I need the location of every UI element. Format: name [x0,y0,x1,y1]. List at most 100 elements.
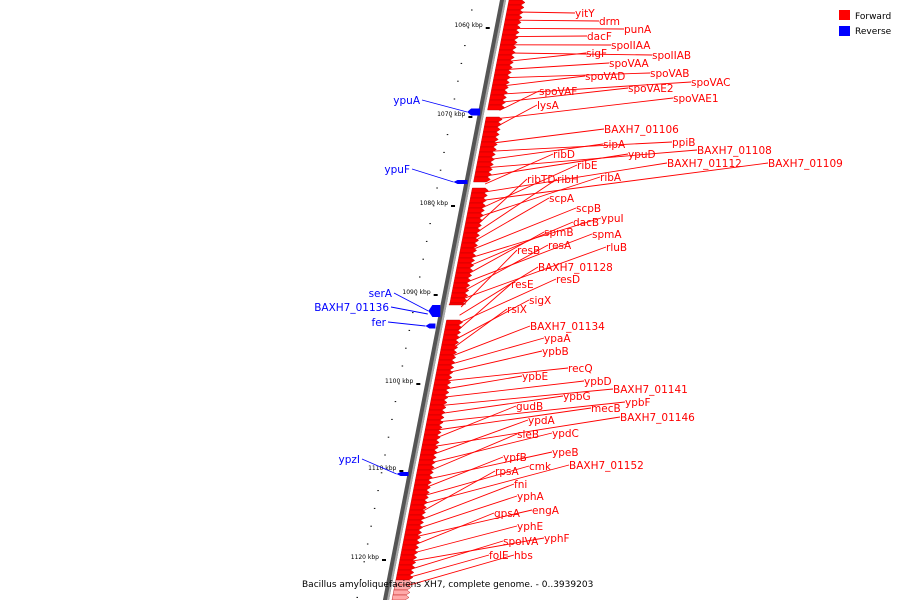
forward-gene-arrow [492,79,510,86]
forward-gene-arrow [435,369,454,376]
forward-leader-line [507,62,610,70]
forward-gene-label: spoVAA [609,58,650,70]
forward-leader-line [419,483,515,521]
tick-label: 1080 kbp [420,200,448,207]
forward-leader-line [478,176,601,218]
forward-gene-arrow [429,399,448,406]
forward-leader-line [462,246,607,300]
reverse-gene-label: serA [369,288,393,300]
forward-gene-label: rluB [606,242,627,254]
forward-gene-arrow [467,207,485,214]
forward-leader-line [441,388,614,406]
forward-gene-label: ypdA [528,415,556,427]
forward-gene-label: ribE [577,160,598,172]
forward-gene-label: spoVAE2 [628,83,674,95]
reverse-gene-arrow [396,472,409,476]
forward-leader-line [483,162,668,193]
forward-gene-arrow [396,569,415,576]
forward-gene-label: sipA [603,139,626,151]
forward-leader-line [489,143,604,160]
forward-gene-arrow [503,19,522,26]
reverse-gene-label: BAXH7_01136 [314,302,389,314]
forward-gene-arrow [450,292,469,299]
forward-gene-label: hbs [514,550,533,562]
forward-gene-label: ribA [600,172,622,184]
forward-gene-arrow [461,237,479,244]
forward-gene-label: engA [532,505,560,517]
forward-gene-arrow [487,104,505,111]
forward-gene-arrow [422,434,441,441]
forward-gene-arrow [505,9,524,16]
forward-gene-label: rsiX [507,304,527,316]
forward-gene-arrow [500,34,519,41]
forward-leader-line [451,325,531,357]
forward-gene-arrow [475,166,493,173]
forward-gene-arrow [501,29,520,36]
forward-gene-arrow [445,319,463,326]
forward-leader-line [505,72,651,79]
forward-leader-line [460,249,518,308]
forward-gene-arrow [488,99,506,106]
tick-label: 1110 kbp [368,465,396,472]
gene-labels: yitYdrmpunAdacFspoIIAAspoIIABsigFspoVAAs… [314,8,843,562]
forward-gene-arrow [448,302,467,306]
forward-gene-arrow [469,197,487,204]
forward-gene-label: dacB [573,217,599,229]
reverse-leader-line [361,458,397,475]
forward-gene-arrow [477,156,495,163]
forward-gene-arrow [496,59,514,66]
forward-gene-arrow [421,439,440,446]
forward-gene-arrow [399,554,418,561]
forward-gene-arrow [464,222,482,229]
forward-gene-arrow [402,539,421,546]
forward-gene-arrow [460,242,478,249]
forward-gene-label: punA [624,24,652,36]
forward-leader-line [459,266,539,316]
forward-leader-line [465,233,593,283]
forward-gene-label: scpA [549,193,575,205]
forward-gene-arrow [494,69,512,76]
forward-leader-line [437,407,592,431]
forward-gene-label: rpsA [495,466,519,478]
forward-gene-label: BAXH7_01109 [768,158,843,170]
forward-gene-label: spoVAC [691,77,730,89]
forward-gene-arrow [449,297,468,304]
genome-backbone-highlight [386,0,507,600]
forward-leader-line [464,244,549,291]
forward-gene-arrow [480,141,498,148]
forward-gene-arrow [502,24,521,31]
forward-gene-arrow [453,277,472,284]
forward-leader-line [475,178,558,234]
forward-gene-arrow [438,354,457,361]
forward-gene-arrow [483,121,502,128]
forward-gene-arrow [391,594,410,600]
forward-gene-arrow [406,519,424,526]
reverse-leader-line [387,321,426,327]
forward-gene-arrow [434,374,453,381]
forward-gene-arrow [409,504,427,511]
forward-leader-line [481,162,769,201]
forward-gene-label: ribD [553,149,575,161]
forward-leader-line [473,197,550,242]
forward-gene-label: BAXH7_01106 [604,124,679,136]
forward-gene-arrow [495,64,513,71]
forward-leader-line [476,178,528,226]
forward-gene-label: spoIVA [503,536,539,548]
forward-leader-line [472,207,577,251]
forward-gene-arrow [498,44,517,51]
forward-gene-arrow [423,429,442,436]
forward-leader-line [513,35,588,38]
forward-leader-line [480,164,578,210]
forward-gene-label: BAXH7_01141 [613,384,688,396]
forward-gene-arrow [395,574,414,581]
forward-gene-arrow [473,176,491,183]
forward-gene-label: BAXH7_01112 [667,158,742,170]
forward-gene-label: ypbB [542,346,569,358]
forward-gene-label: resA [548,240,572,252]
forward-leader-line [413,525,518,554]
forward-leader-line [409,540,504,570]
forward-gene-label: sleB [517,429,539,441]
forward-gene-arrow [504,14,523,21]
forward-gene-arrow [430,394,449,401]
